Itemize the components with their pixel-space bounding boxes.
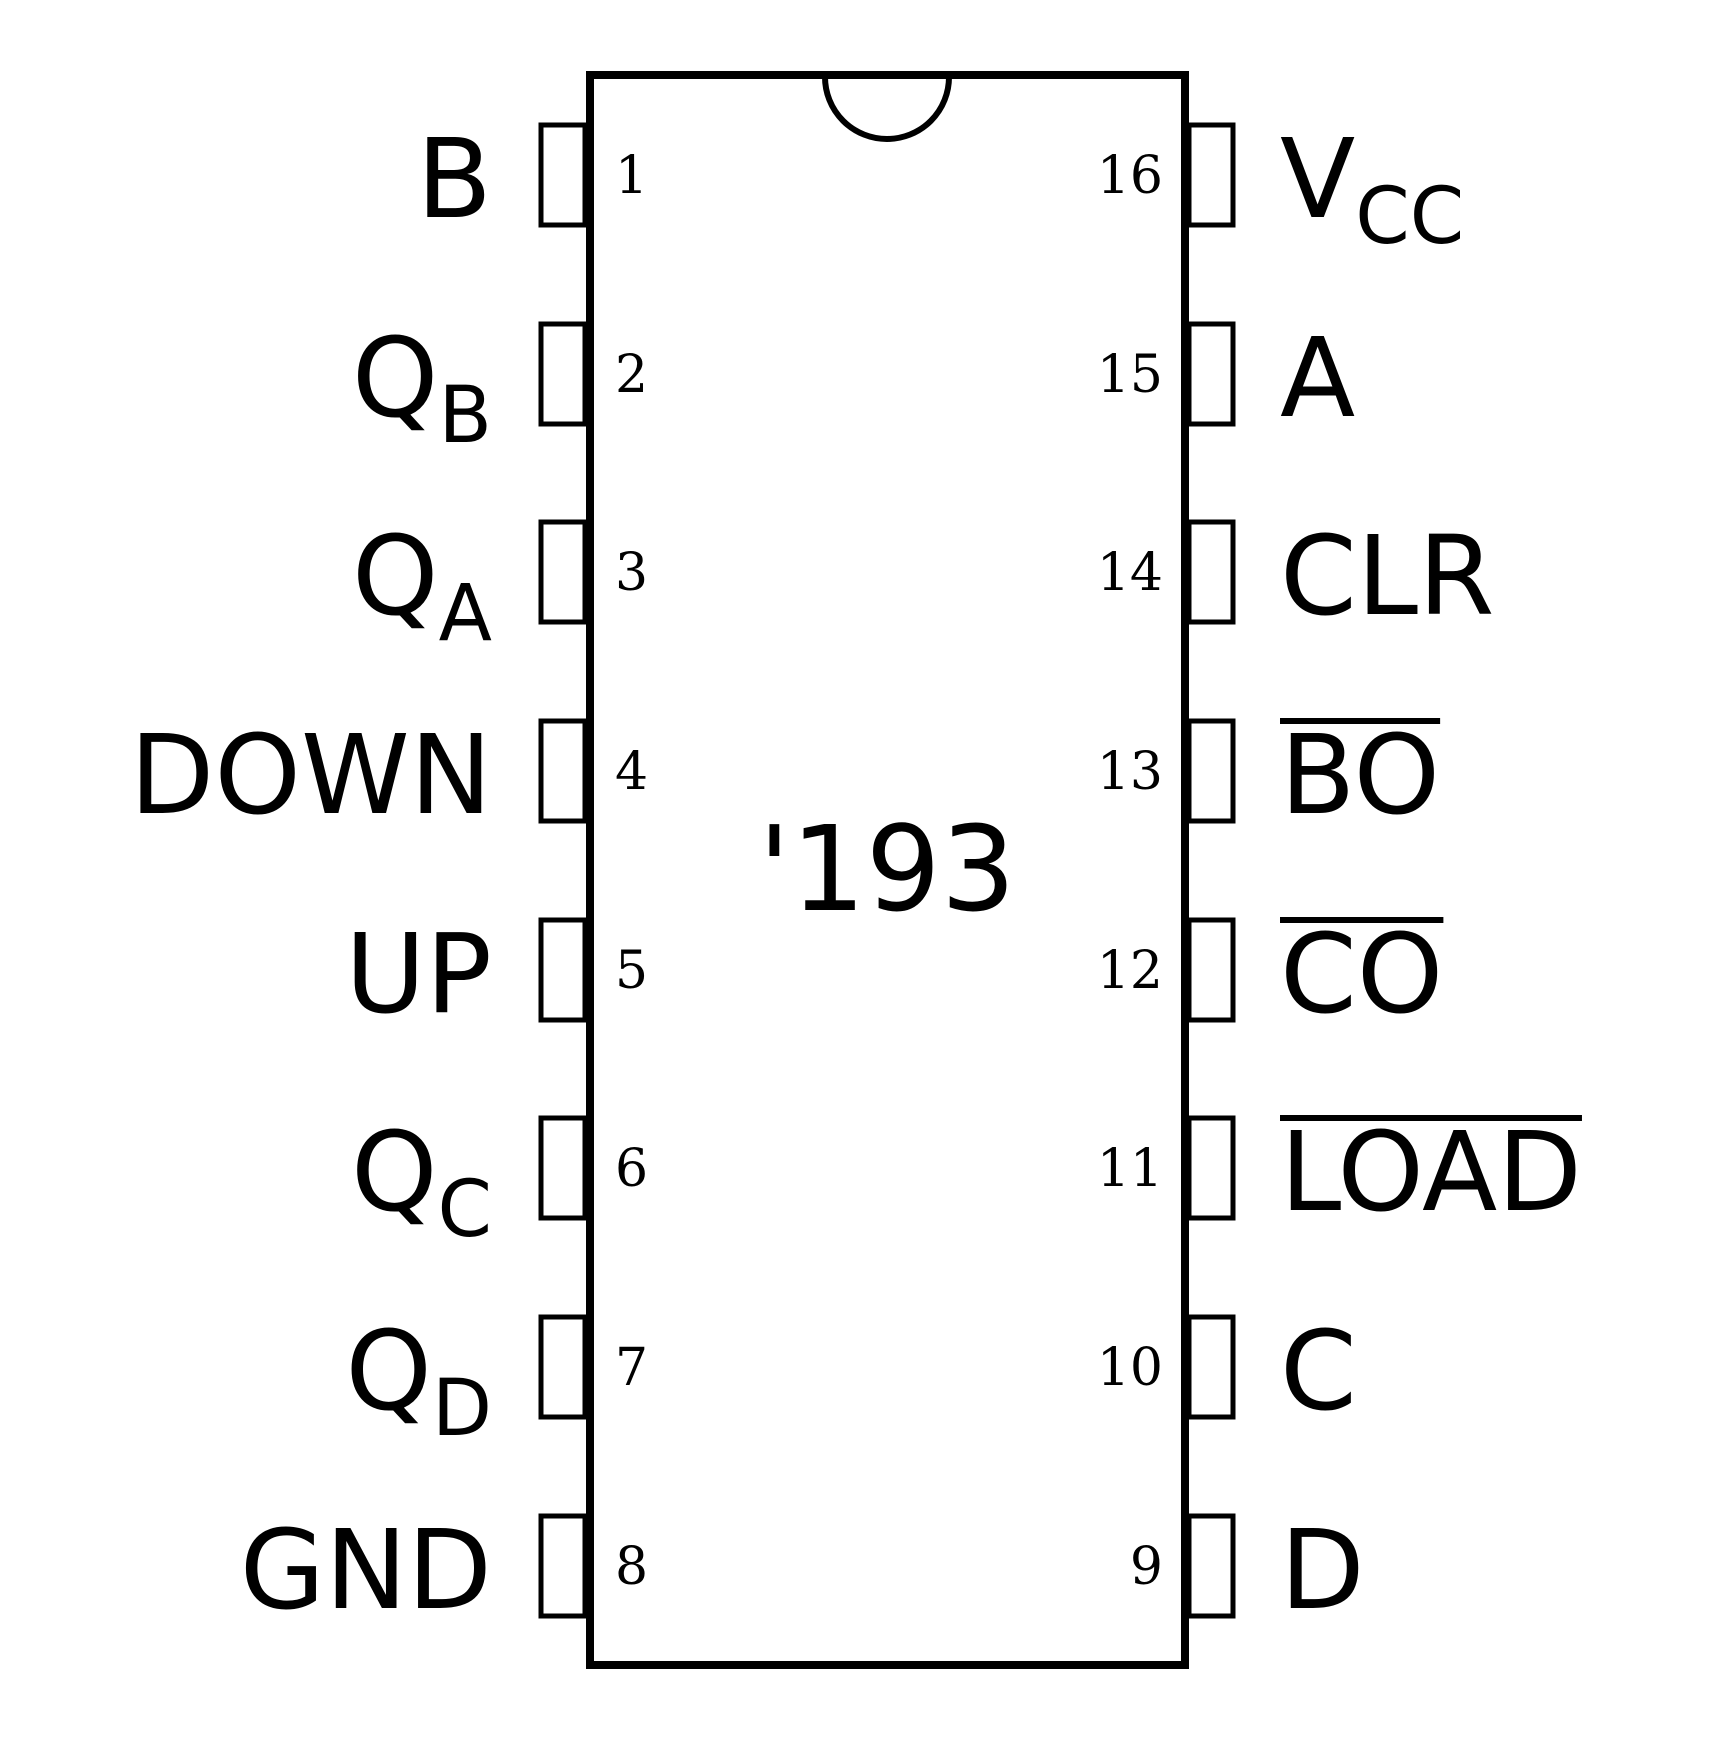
pin-16-number: 16 [1097,146,1163,206]
pin-7-label: QD [345,1307,492,1454]
pin-12-number: 12 [1097,941,1163,1001]
pin-5-stub [538,917,588,1023]
pin-14-stub [1186,519,1236,625]
pin-2-label: QB [352,314,492,461]
pin-9-label: D [1280,1506,1365,1634]
pin-7-number: 7 [615,1338,648,1398]
pin-9-number: 9 [1130,1537,1163,1597]
pins-group: 1 B 2 QB 3 QA 4 DOWN 5 UP 6 QC 7 QD 8 GND 9 D 10 C 11 LOAD 12 C… [130,115,1582,1634]
pin-2-stub [538,321,588,427]
pin-11-stub [1186,1115,1236,1221]
pin-16-label: VCC [1280,115,1464,262]
pin-8-stub [538,1513,588,1619]
pin-1-stub [538,122,588,228]
pin-13-stub [1186,718,1236,824]
pin-1-number: 1 [615,146,648,206]
pin-5-number: 5 [615,941,648,1001]
pin-3-label: QA [352,512,492,659]
pin-13-label: BO [1280,711,1440,839]
orientation-notch [822,76,952,142]
pin-15-stub [1186,321,1236,427]
pin-6-number: 6 [615,1139,648,1199]
chip-name: '193 [758,800,1016,938]
pin-10-stub [1186,1314,1236,1420]
pin-8-number: 8 [615,1537,648,1597]
pin-12-label: CO [1280,910,1443,1038]
pin-1-label: B [417,115,492,243]
pin-8-label: GND [240,1506,492,1634]
pin-3-stub [538,519,588,625]
pin-6-stub [538,1115,588,1221]
pin-11-number: 11 [1097,1139,1163,1199]
pin-4-number: 4 [615,742,648,802]
pin-7-stub [538,1314,588,1420]
pin-10-label: C [1280,1307,1357,1435]
chip-body [586,71,1189,1669]
pin-14-label: CLR [1280,512,1495,640]
pin-15-label: A [1280,314,1355,442]
pin-6-label: QC [351,1108,492,1255]
pin-10-number: 10 [1097,1338,1163,1398]
pin-15-number: 15 [1097,345,1163,405]
pin-9-stub [1186,1513,1236,1619]
pin-4-label: DOWN [130,711,492,839]
pin-13-number: 13 [1097,742,1163,802]
pin-12-stub [1186,917,1236,1023]
pin-14-number: 14 [1097,543,1163,603]
pin-4-stub [538,718,588,824]
pin-5-label: UP [345,910,492,1038]
pin-11-label: LOAD [1280,1108,1582,1236]
pin-2-number: 2 [615,345,648,405]
pin-16-stub [1186,122,1236,228]
pin-3-number: 3 [615,543,648,603]
